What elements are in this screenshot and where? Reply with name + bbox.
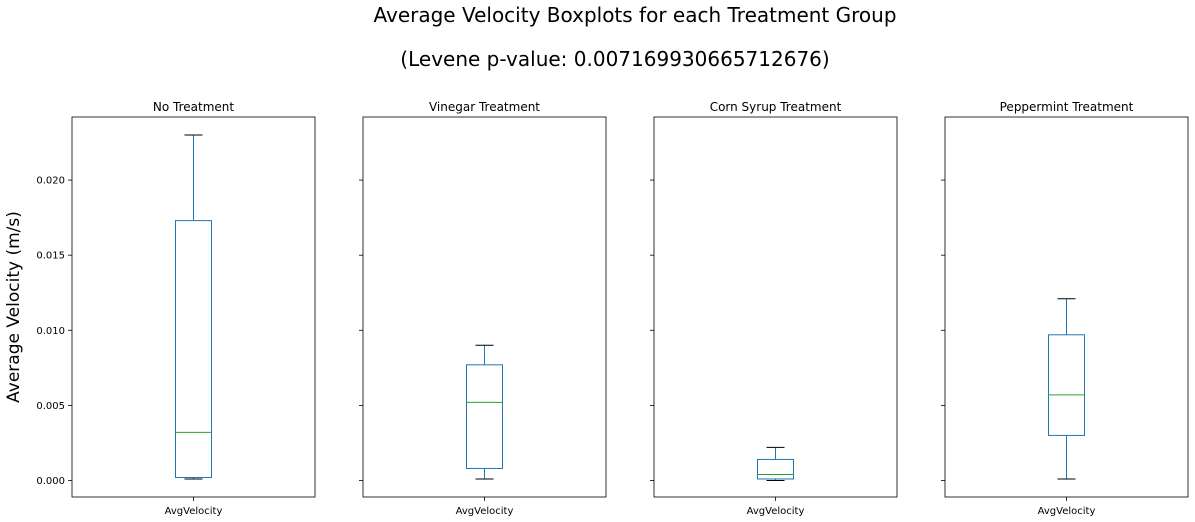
subplots: No Treatment 0.000 0.005 0.010 0.015 0.020 Avg… — [36, 100, 1189, 517]
x-tick-label: AvgVelocity — [456, 506, 514, 517]
figure-title-line1: Average Velocity Boxplots for each Treat… — [373, 3, 896, 27]
y-axis-label: Average Velocity (m/s) — [4, 211, 24, 403]
subplot-4: Peppermint Treatment AvgVelocity — [941, 100, 1189, 517]
iqr-box — [1048, 334, 1085, 436]
subplot-title: Peppermint Treatment — [1000, 100, 1134, 114]
subplot-3: Corn Syrup Treatment AvgVelocity — [650, 100, 898, 517]
x-tick-label: AvgVelocity — [1038, 506, 1096, 517]
subplot-1: No Treatment 0.000 0.005 0.010 0.015 0.020 Avg… — [36, 100, 316, 517]
subplot-title: No Treatment — [153, 100, 234, 114]
iqr-box — [466, 364, 503, 469]
y-tick-label: 0.000 — [36, 476, 65, 487]
x-tick-label: AvgVelocity — [165, 506, 223, 517]
subplot-title: Corn Syrup Treatment — [710, 100, 842, 114]
y-tick-label: 0.005 — [36, 401, 65, 412]
figure-title-line2: (Levene p-value: 0.007169930665712676) — [400, 47, 829, 71]
y-tick-label: 0.020 — [36, 176, 65, 187]
y-tick-label: 0.015 — [36, 251, 65, 262]
iqr-box — [175, 220, 212, 478]
x-tick-label: AvgVelocity — [747, 506, 805, 517]
subplot-2: Vinegar Treatment AvgVelocity — [359, 100, 607, 517]
iqr-box — [757, 458, 794, 480]
subplot-title: Vinegar Treatment — [429, 100, 540, 114]
y-tick-label: 0.010 — [36, 326, 65, 337]
